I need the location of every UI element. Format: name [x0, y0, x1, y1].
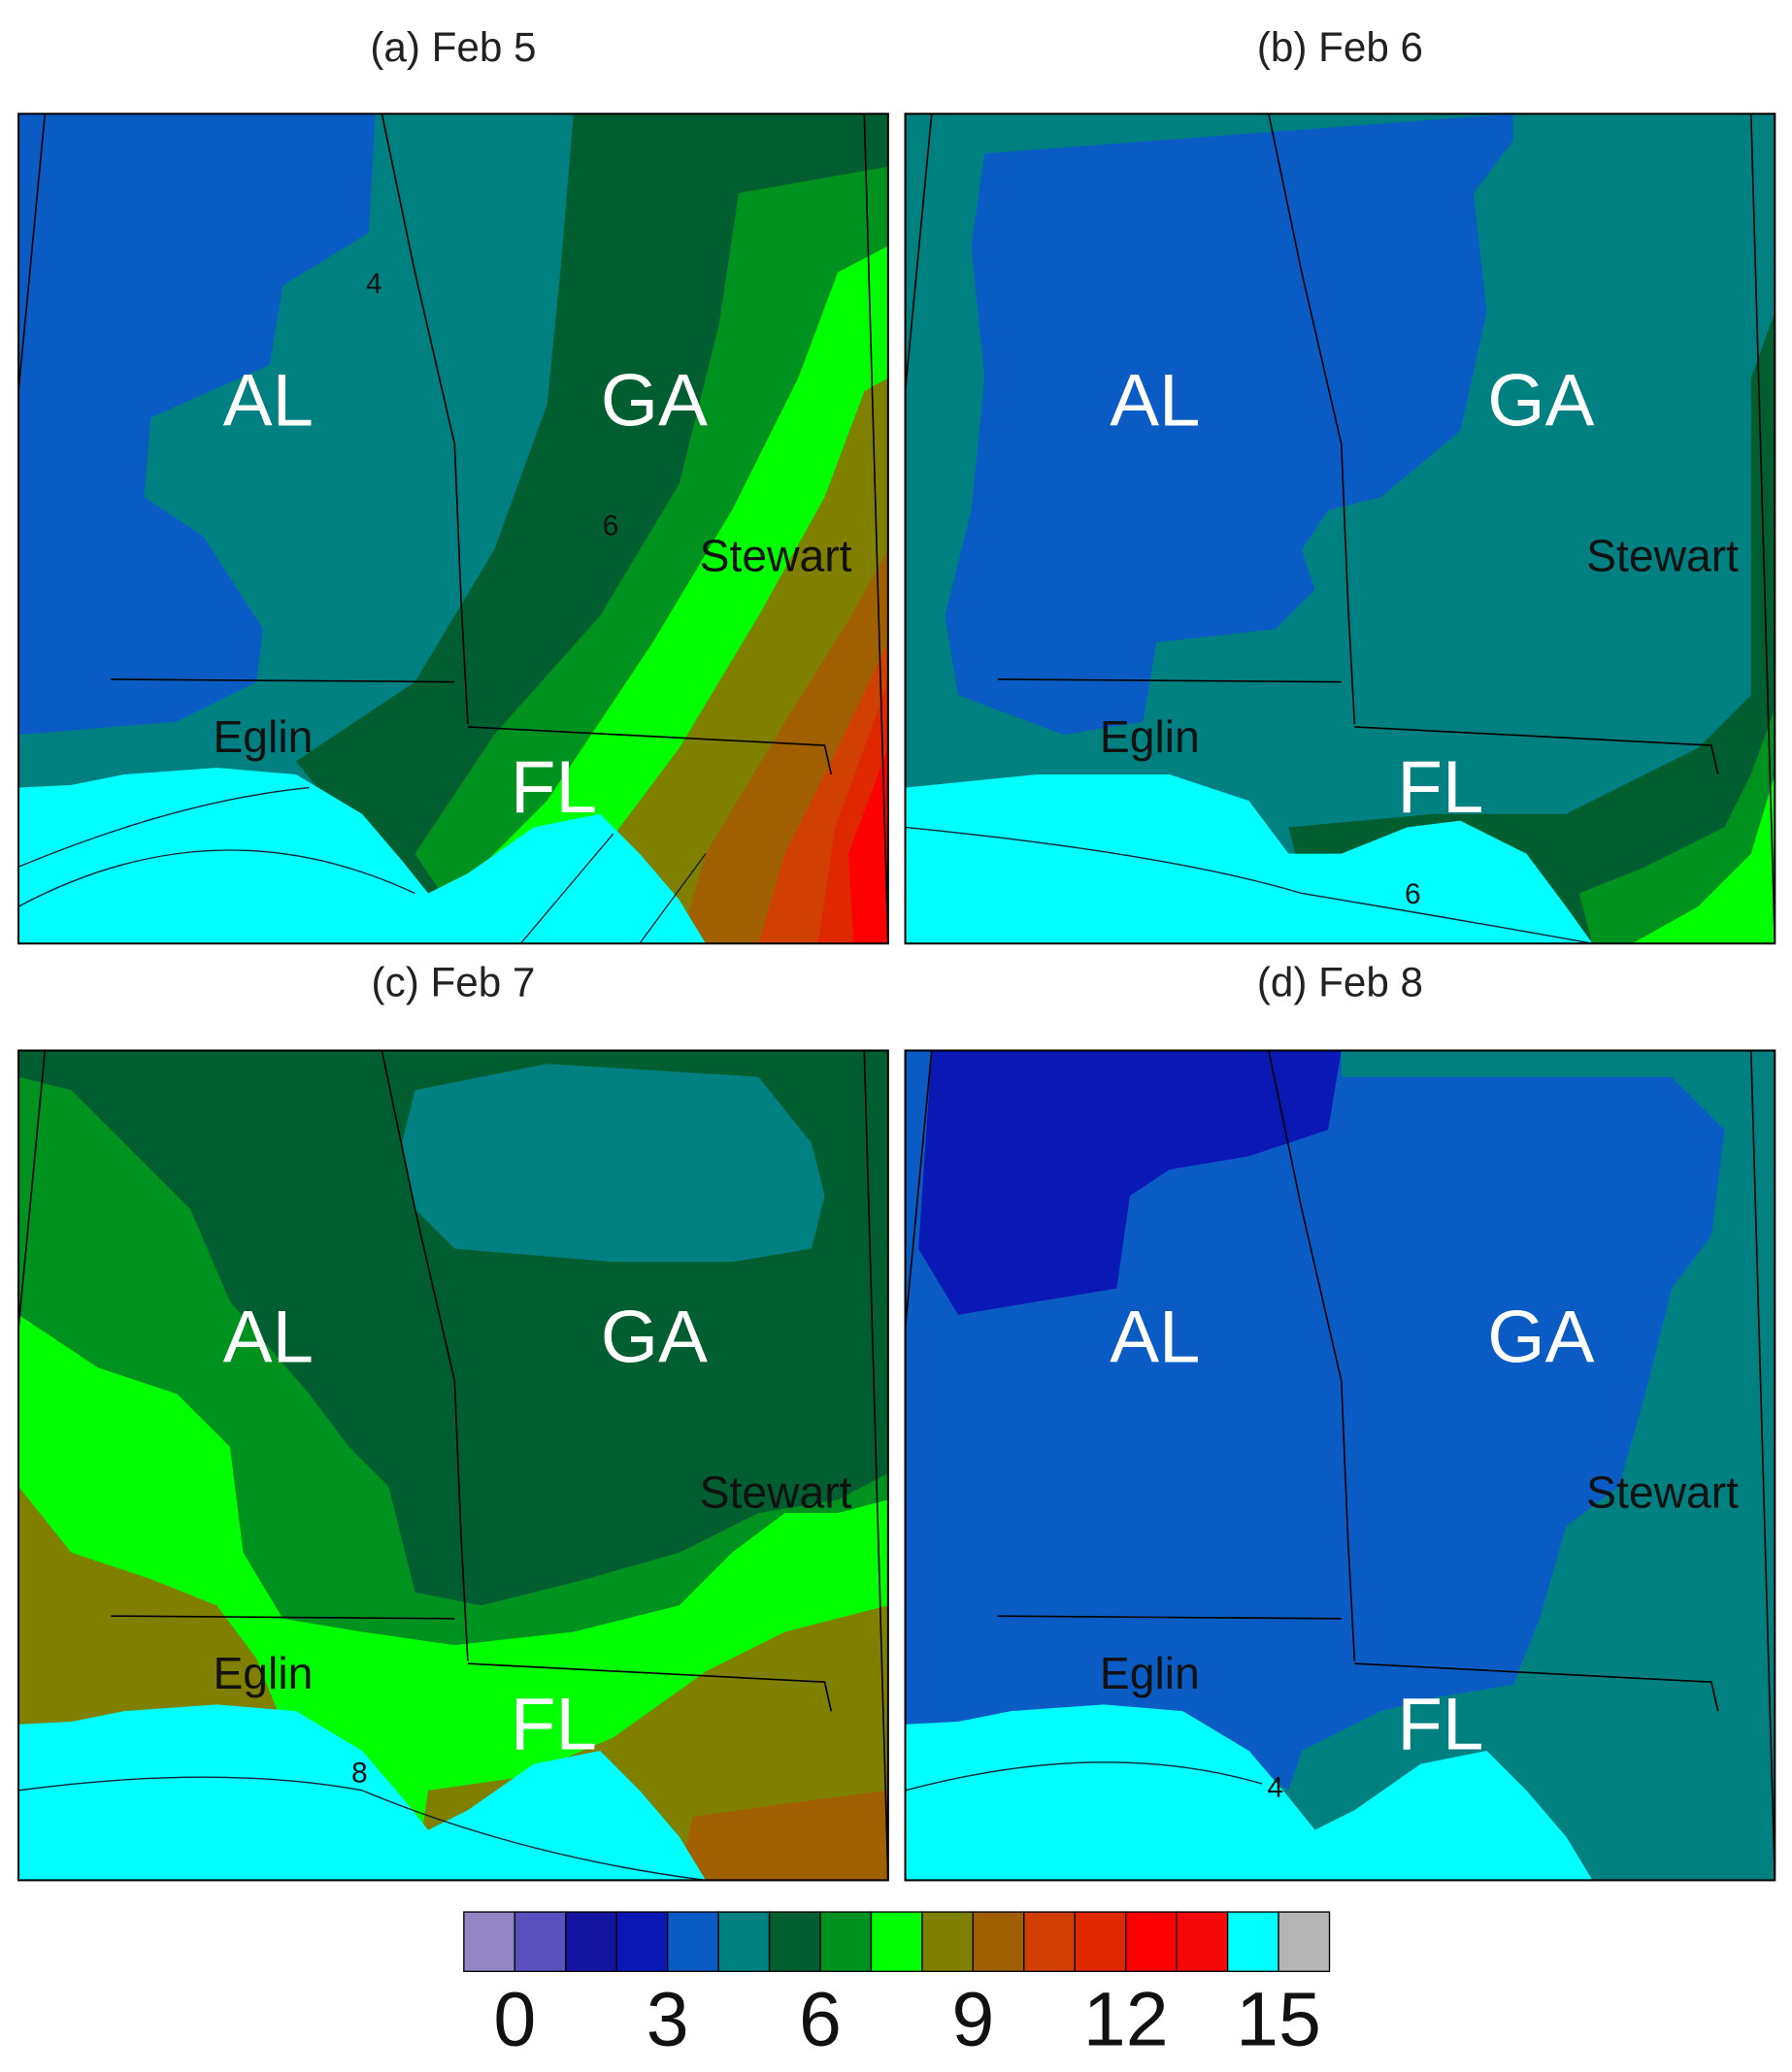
- colorbar-tick-label: 9: [951, 1977, 994, 2062]
- field: [1288, 312, 1775, 944]
- colorbar-tick-label: 3: [647, 1977, 689, 2062]
- place-label: Eglin: [213, 711, 313, 762]
- colorbar-box: [1125, 1911, 1178, 1973]
- frame: [904, 113, 1776, 945]
- map-panel: AL GA Stewart Eglin FL 6: [904, 113, 1776, 945]
- colorbar-box: [768, 1911, 821, 1973]
- colorbar-box: [1074, 1911, 1127, 1973]
- colorbar-box: [870, 1911, 923, 1973]
- colorbar-tick-label: 15: [1236, 1977, 1321, 2062]
- map-panel: AL GA Stewart Eglin FL 4 6: [17, 113, 889, 945]
- place-label: Stewart: [1586, 530, 1739, 580]
- colorbar-tick-label: 6: [799, 1977, 842, 2062]
- contour: [905, 1761, 1263, 1792]
- field: [847, 747, 888, 944]
- frame: [17, 1049, 889, 1882]
- frame: [904, 1049, 1776, 1882]
- colorbar-box: [1023, 1911, 1076, 1973]
- state-label: FL: [511, 1683, 597, 1765]
- contour: [18, 1776, 707, 1881]
- state-label: FL: [1397, 746, 1483, 829]
- field: [18, 1486, 283, 1725]
- frame: [17, 113, 889, 945]
- place-label: Stewart: [700, 530, 852, 580]
- colorbar-box: [1176, 1911, 1229, 1973]
- contour: [18, 786, 707, 944]
- colorbar-box: [514, 1911, 567, 1973]
- colorbar-box: [1226, 1911, 1279, 1973]
- state-label: AL: [223, 1296, 314, 1378]
- colorbar-tick-label: 12: [1083, 1977, 1169, 2062]
- map-panel: AL GA Stewart Eglin FL 4: [904, 1049, 1776, 1882]
- state-label: AL: [223, 359, 314, 442]
- state-label: GA: [601, 1296, 708, 1378]
- field: [945, 114, 1513, 736]
- contour: [905, 826, 1593, 944]
- state-label: AL: [1110, 1296, 1200, 1378]
- colorbar-box: [1278, 1911, 1331, 1973]
- contour-label: 4: [1267, 1771, 1283, 1803]
- state-label: AL: [1110, 359, 1200, 442]
- colorbar-box: [819, 1911, 873, 1973]
- contour-label: 6: [1405, 878, 1421, 910]
- field: [918, 1050, 1342, 1315]
- panel-title: (d) Feb 8: [1257, 960, 1423, 1005]
- contour-label: 6: [603, 510, 619, 542]
- field: [18, 114, 376, 736]
- colorbar-box: [463, 1911, 515, 1973]
- place-label: Stewart: [700, 1466, 852, 1517]
- state-label: FL: [1397, 1683, 1483, 1765]
- colorbar-tick-label: 0: [493, 1977, 536, 2062]
- state-label: GA: [1487, 1296, 1594, 1378]
- place-label: Eglin: [1100, 1648, 1200, 1698]
- colorbar-box: [972, 1911, 1025, 1973]
- state-label: GA: [601, 359, 708, 442]
- panel-title: (b) Feb 6: [1257, 24, 1423, 70]
- map-panel: AL GA Stewart Eglin FL 8: [17, 1049, 889, 1882]
- state-label: GA: [1487, 359, 1594, 442]
- colorbar-box: [921, 1911, 975, 1973]
- panel-title: (a) Feb 5: [370, 24, 536, 70]
- panel-title: (c) Feb 7: [372, 960, 536, 1005]
- colorbar-box: [666, 1911, 719, 1973]
- place-label: Eglin: [213, 1648, 313, 1698]
- state-label: FL: [511, 746, 597, 829]
- contour-label: 8: [351, 1757, 368, 1789]
- colorbar-box: [565, 1911, 617, 1973]
- colorbar: 0 3 6 9 12 15: [463, 1911, 1331, 2062]
- place-label: Stewart: [1586, 1466, 1739, 1517]
- colorbar-box: [717, 1911, 771, 1973]
- place-label: Eglin: [1100, 711, 1200, 762]
- field: [401, 1064, 825, 1263]
- colorbar-box: [615, 1911, 669, 1973]
- field: [679, 1790, 888, 1881]
- field: [1632, 773, 1775, 944]
- ocean: [905, 773, 1593, 944]
- contour-label: 4: [366, 268, 382, 300]
